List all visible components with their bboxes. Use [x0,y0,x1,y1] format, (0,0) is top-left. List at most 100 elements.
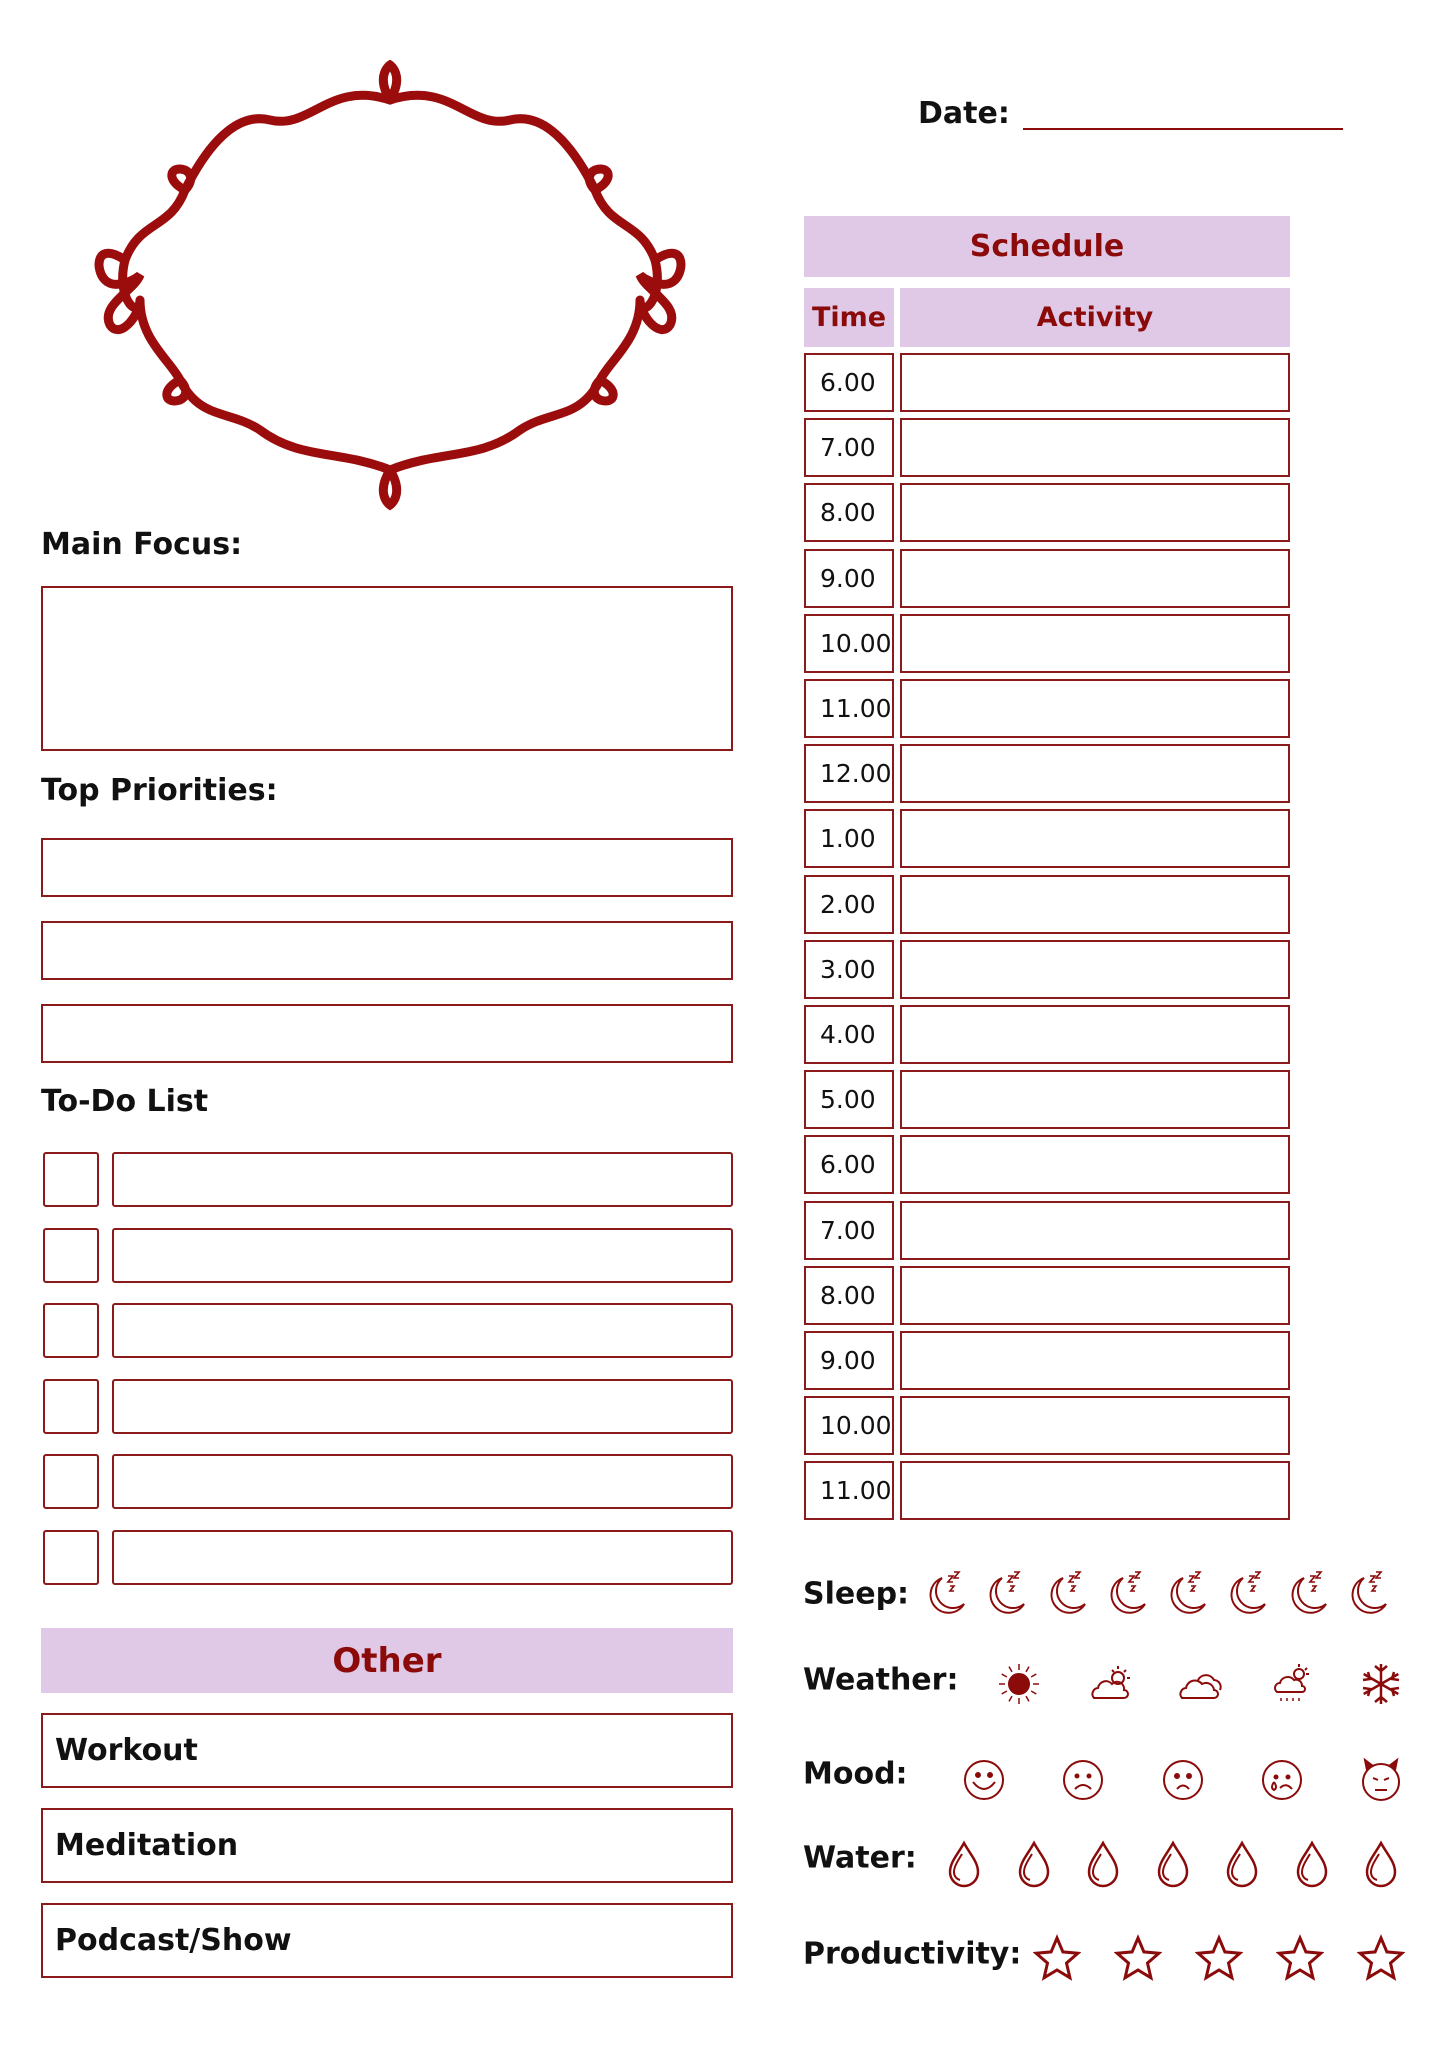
star-icon[interactable] [1357,1934,1405,1982]
time-slot: 9.00 [804,548,894,608]
sun-icon[interactable] [995,1660,1043,1708]
time-slot: 7.00 [804,418,894,478]
star-icon[interactable] [1276,1934,1324,1982]
activity-field[interactable] [900,353,1290,412]
activity-field[interactable] [900,418,1290,478]
moon-zzz-icon[interactable] [1284,1570,1332,1618]
date-field[interactable] [1023,126,1343,130]
top-priorities-label: Top Priorities: [41,773,278,808]
activity-field[interactable] [900,809,1290,869]
activity-field[interactable] [900,1396,1290,1456]
time-slot-label: 5.00 [820,1085,876,1115]
priority-field[interactable] [41,1004,733,1063]
crying-face-icon[interactable] [1258,1756,1306,1804]
todo-checkbox[interactable] [43,1152,99,1207]
star-icon[interactable] [1033,1934,1081,1982]
rain-sun-icon[interactable] [1267,1660,1315,1708]
snowflake-icon[interactable] [1357,1660,1405,1708]
todo-item-field[interactable] [112,1454,733,1509]
time-slot: 5.00 [804,1070,894,1130]
todo-checkbox[interactable] [43,1378,99,1434]
activity-field[interactable] [900,874,1290,934]
time-slot-label: 10.00 [820,628,892,658]
activity-field[interactable] [900,744,1290,804]
activity-field[interactable] [900,613,1290,673]
schedule-header: Schedule [804,216,1290,277]
frown-face-icon[interactable] [1159,1756,1207,1804]
time-slot: 10.00 [804,1396,894,1456]
main-focus-field[interactable] [41,586,733,751]
activity-field[interactable] [900,1331,1290,1390]
water-drop-icon[interactable] [1357,1840,1405,1888]
happy-face-icon[interactable] [960,1756,1008,1804]
devil-face-icon[interactable] [1357,1756,1405,1804]
time-column-header: Time [804,288,894,347]
cloudy-icon[interactable] [1176,1660,1224,1708]
sleep-label: Sleep: [803,1576,910,1612]
todo-item-field[interactable] [112,1227,733,1283]
moon-zzz-icon[interactable] [1344,1570,1392,1618]
other-item-label: Workout [55,1733,198,1768]
time-slot-label: 10.00 [820,1411,892,1441]
water-drop-icon[interactable] [1010,1840,1058,1888]
other-item-field[interactable]: Workout [41,1713,733,1788]
activity-field[interactable] [900,548,1290,608]
todo-checkbox[interactable] [43,1529,99,1585]
priority-field[interactable] [41,921,733,980]
activity-field[interactable] [900,1135,1290,1195]
priority-field[interactable] [41,838,733,897]
other-item-field[interactable]: Podcast/Show [41,1903,733,1978]
moon-zzz-icon[interactable] [1103,1570,1151,1618]
water-drop-icon[interactable] [940,1840,988,1888]
todo-item-field[interactable] [112,1152,733,1207]
other-item-label: Meditation [55,1828,239,1863]
time-slot: 11.00 [804,1461,894,1521]
moon-zzz-icon[interactable] [922,1570,970,1618]
partly-cloudy-icon[interactable] [1086,1660,1134,1708]
time-slot: 2.00 [804,874,894,934]
time-slot: 7.00 [804,1200,894,1260]
time-slot: 12.00 [804,744,894,804]
activity-field[interactable] [900,679,1290,738]
time-slot-label: 12.00 [820,759,892,789]
time-slot-label: 7.00 [820,433,876,463]
todo-checkbox[interactable] [43,1454,99,1509]
time-slot-label: 11.00 [820,1476,892,1506]
activity-field[interactable] [900,1265,1290,1325]
activity-field[interactable] [900,939,1290,999]
other-item-label: Podcast/Show [55,1923,292,1958]
star-icon[interactable] [1195,1934,1243,1982]
sad-face-icon[interactable] [1059,1756,1107,1804]
moon-zzz-icon[interactable] [1223,1570,1271,1618]
productivity-label: Productivity: [803,1936,1022,1972]
time-slot-label: 1.00 [820,824,876,854]
water-drop-icon[interactable] [1079,1840,1127,1888]
todo-item-field[interactable] [112,1529,733,1585]
water-label: Water: [803,1840,917,1876]
other-item-field[interactable]: Meditation [41,1808,733,1883]
moon-zzz-icon[interactable] [1043,1570,1091,1618]
activity-field[interactable] [900,1461,1290,1521]
mood-label: Mood: [803,1756,908,1792]
activity-field[interactable] [900,1200,1290,1260]
todo-checkbox[interactable] [43,1227,99,1283]
activity-field[interactable] [900,1005,1290,1064]
water-drop-icon[interactable] [1218,1840,1266,1888]
todo-item-field[interactable] [112,1303,733,1358]
activity-field[interactable] [900,1070,1290,1130]
activity-field[interactable] [900,483,1290,543]
todo-item-field[interactable] [112,1378,733,1434]
todo-list-label: To-Do List [41,1084,209,1119]
time-slot: 4.00 [804,1005,894,1064]
main-focus-label: Main Focus: [41,527,243,562]
time-slot: 6.00 [804,1135,894,1195]
todo-checkbox[interactable] [43,1303,99,1358]
star-icon[interactable] [1114,1934,1162,1982]
time-slot-label: 2.00 [820,889,876,919]
date-label: Date: [918,96,1010,131]
moon-zzz-icon[interactable] [1163,1570,1211,1618]
moon-zzz-icon[interactable] [982,1570,1030,1618]
water-drop-icon[interactable] [1149,1840,1197,1888]
time-slot-label: 6.00 [820,368,876,397]
water-drop-icon[interactable] [1288,1840,1336,1888]
